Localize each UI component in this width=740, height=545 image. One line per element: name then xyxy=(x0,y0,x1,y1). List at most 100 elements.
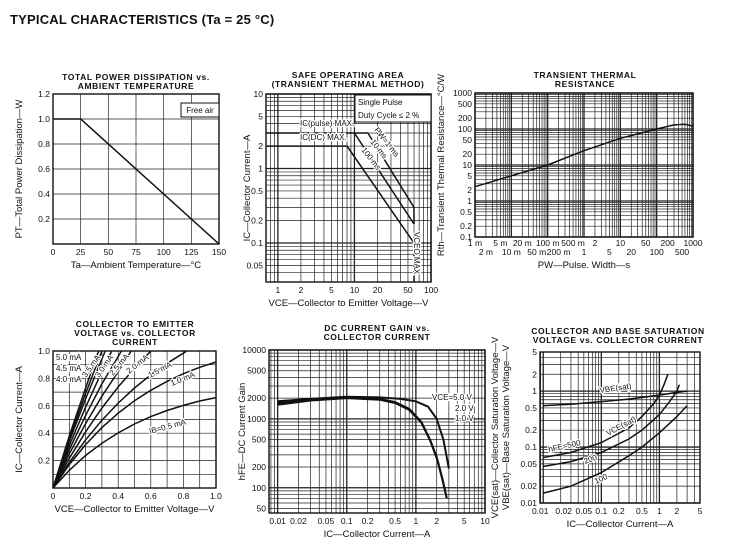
series-line-4 xyxy=(543,405,688,494)
series-line-2 xyxy=(367,132,415,224)
x-tick-label: 100 m xyxy=(536,238,560,248)
y-tick-label: 0.2 xyxy=(525,425,537,435)
annotation-label: Duty Cycle ≤ 2 % xyxy=(358,111,419,120)
y-tick-label: 0.1 xyxy=(460,232,472,242)
chart-title: COLLECTOR TO EMITTER xyxy=(76,319,194,329)
y-tick-label: 0.6 xyxy=(38,164,50,174)
y-tick-label: 200 xyxy=(458,113,472,123)
y-tick-label: 2 xyxy=(532,369,537,379)
y-tick-label: 1.2 xyxy=(38,89,50,99)
x-tick-label: 5 m xyxy=(493,238,507,248)
x-tick-label: 2 xyxy=(434,516,439,526)
grid xyxy=(269,349,486,513)
annotation-label: 2.0 V xyxy=(455,404,474,413)
x-tick-label: 0.5 xyxy=(389,516,401,526)
x-tick-label: 100 xyxy=(424,285,438,295)
chart-title: AMBIENT TEMPERATURE xyxy=(78,81,195,91)
x-tick-label: 50 m xyxy=(527,247,546,257)
annotation-label: VCE(sat) xyxy=(605,414,638,437)
y-tick-label: 1 xyxy=(467,196,472,206)
y-axis-label-2: VBE(sat)—Base Saturation Voltage—V xyxy=(501,344,512,510)
x-tick-label: 5 xyxy=(329,285,334,295)
x-tick-label: 10 m xyxy=(502,247,521,257)
series-line-2 xyxy=(52,361,217,489)
annotation-label: 1.0 V xyxy=(455,414,474,423)
x-tick-label: 100 xyxy=(650,247,664,257)
y-tick-label: 5 xyxy=(258,111,263,121)
x-axis-label: IC—Collector Current—A xyxy=(324,529,431,540)
y-tick-label: 0.2 xyxy=(38,456,50,466)
annotation-label: Free air xyxy=(186,106,214,115)
y-tick-label: 0.2 xyxy=(38,214,50,224)
x-tick-label: 1 xyxy=(657,506,662,516)
x-tick-label: 2 xyxy=(593,238,598,248)
x-tick-label: 50 xyxy=(403,285,413,295)
series-line-1 xyxy=(53,118,220,245)
x-tick-label: 5 xyxy=(607,247,612,257)
y-axis-label: VCE(sat)—Collector Saturation Voltage—V xyxy=(490,336,501,518)
grid xyxy=(474,92,694,238)
x-tick-label: 50 xyxy=(641,238,651,248)
grid xyxy=(540,351,701,504)
x-tick-label: 0.8 xyxy=(177,491,189,501)
x-tick-label: 0.02 xyxy=(555,506,572,516)
y-tick-label: 0.4 xyxy=(38,428,50,438)
chart-title: COLLECTOR AND BASE SATURATION xyxy=(531,326,704,336)
chart-title: TRANSIENT THERMAL xyxy=(534,70,637,80)
x-tick-label: 1 xyxy=(275,285,280,295)
y-tick-label: 2000 xyxy=(247,393,266,403)
series-line-6 xyxy=(52,350,123,489)
y-tick-label: 1 xyxy=(532,386,537,396)
chart-title: CURRENT xyxy=(112,337,158,347)
y-tick-label: 10 xyxy=(463,160,473,170)
x-tick-label: 2 m xyxy=(479,247,493,257)
x-tick-label: 20 xyxy=(373,285,383,295)
x-tick-label: 1 xyxy=(414,516,419,526)
y-tick-label: 500 xyxy=(252,435,266,445)
y-tick-label: 0.8 xyxy=(38,139,50,149)
series-line-2 xyxy=(543,374,669,459)
y-tick-label: 1 xyxy=(258,164,263,174)
series-line-1 xyxy=(52,396,217,489)
annotation-label: VCE=5.0 V xyxy=(432,393,472,402)
x-axis-label: VCE—Collector to Emitter Voltage—V xyxy=(55,504,216,515)
series-line-1 xyxy=(474,123,694,188)
x-tick-label: 0 xyxy=(51,247,56,257)
series-line-5 xyxy=(52,350,132,489)
chart-2: SAFE OPERATING AREA(TRANSIENT THERMAL ME… xyxy=(242,70,438,309)
annotation-label: VCEO MAX xyxy=(412,232,421,275)
y-tick-label: 0.5 xyxy=(460,207,472,217)
y-tick-label: 200 xyxy=(252,462,266,472)
series-line-3 xyxy=(277,397,448,499)
plot-frame xyxy=(474,92,694,238)
page-title: TYPICAL CHARACTERISTICS (Ta = 25 °C) xyxy=(10,12,275,27)
x-tick-label: 0.2 xyxy=(80,491,92,501)
x-tick-label: 25 xyxy=(76,247,86,257)
x-tick-label: 150 xyxy=(212,247,226,257)
y-tick-label: 0.6 xyxy=(38,401,50,411)
y-tick-label: 1.0 xyxy=(38,346,50,356)
y-tick-label: 50 xyxy=(463,135,473,145)
x-tick-label: 0.01 xyxy=(269,516,286,526)
series-line-1 xyxy=(277,395,450,469)
x-tick-label: 0.05 xyxy=(576,506,593,516)
x-tick-label: 500 m xyxy=(561,238,585,248)
x-tick-label: 0.02 xyxy=(290,516,307,526)
y-tick-label: 0.2 xyxy=(251,216,263,226)
y-tick-label: 100 xyxy=(252,483,266,493)
series-line-7 xyxy=(52,350,113,489)
x-tick-label: 1.0 xyxy=(210,491,222,501)
x-tick-label: 50 xyxy=(104,247,114,257)
x-tick-label: 20 xyxy=(627,247,637,257)
chart-title: SAFE OPERATING AREA xyxy=(292,70,404,80)
y-tick-label: 50 xyxy=(257,503,267,513)
x-tick-label: 1 xyxy=(582,247,587,257)
annotation-box xyxy=(354,94,432,123)
y-tick-label: 5 xyxy=(532,347,537,357)
chart-title: VOLTAGE vs. COLLECTOR xyxy=(74,328,196,338)
y-tick-label: 20 xyxy=(463,149,473,159)
y-tick-label: 0.5 xyxy=(525,403,537,413)
x-axis-label: Ta—Ambient Temperature—°C xyxy=(71,260,201,271)
